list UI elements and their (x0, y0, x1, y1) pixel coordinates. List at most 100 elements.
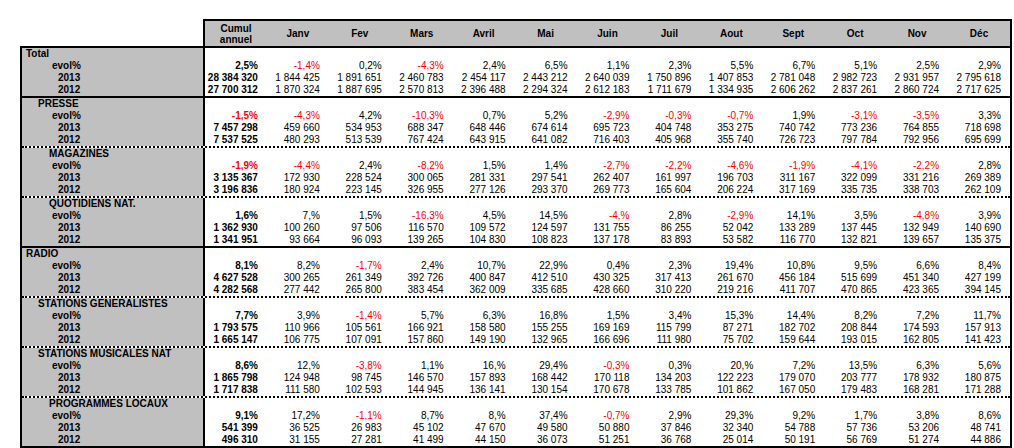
value-cell: 281 331 (453, 172, 515, 184)
value-cell: 219 216 (700, 284, 762, 296)
value-cell: 2,9% (948, 60, 1010, 72)
value-cell: 1 362 930 (205, 222, 267, 234)
value-cell: 56 769 (824, 434, 886, 446)
group-label: MAGAZINES (22, 148, 205, 160)
row-label: 2013 (22, 272, 205, 284)
value-cell: 534 953 (329, 122, 391, 134)
group-label: RADIO (22, 248, 205, 260)
value-cell: 53 582 (700, 234, 762, 246)
value-cell: 5,7% (391, 310, 453, 322)
value-cell: 8,6% (205, 360, 267, 372)
row-label: 2013 (22, 172, 205, 184)
value-cell: 695 699 (948, 134, 1010, 146)
column-header: Déc (948, 21, 1010, 46)
value-cell: 132 821 (824, 234, 886, 246)
value-cell: 32 340 (700, 422, 762, 434)
value-cell: 137 445 (824, 222, 886, 234)
value-cell: 7 457 298 (205, 122, 267, 134)
value-cell: -16,3% (391, 210, 453, 222)
value-cell: 16,8% (515, 310, 577, 322)
value-cell: 5,5% (700, 60, 762, 72)
empty-cells (205, 48, 1010, 60)
value-cell: 3,8% (886, 410, 948, 422)
value-cell: 3,5% (824, 210, 886, 222)
value-cell: 1,1% (577, 60, 639, 72)
value-cell: 134 203 (638, 372, 700, 384)
value-cell: 83 893 (638, 234, 700, 246)
year-row: 20124 282 568277 442265 800383 454362 00… (22, 284, 1010, 296)
value-cell: 3,9% (267, 310, 329, 322)
value-cell: 9,1% (205, 410, 267, 422)
value-cell: 27 281 (329, 434, 391, 446)
value-cell: 29,3% (700, 410, 762, 422)
value-cell: 179 070 (762, 372, 824, 384)
value-cell: 10,8% (762, 260, 824, 272)
value-cell: 716 403 (577, 134, 639, 146)
year-row: 201328 384 3201 844 4251 891 6512 460 78… (22, 72, 1010, 84)
value-cell: 53 206 (886, 422, 948, 434)
value-cell: 105 561 (329, 322, 391, 334)
value-cell: -4,4% (267, 160, 329, 172)
value-cell: 2 860 724 (886, 84, 948, 96)
value-cell: 428 660 (577, 284, 639, 296)
value-cell: 3,4% (638, 310, 700, 322)
value-cell: 3,3% (948, 110, 1010, 122)
value-cell: 2 454 117 (453, 72, 515, 84)
value-cell: 149 190 (453, 334, 515, 346)
value-cell: 792 956 (886, 134, 948, 146)
value-cell: 277 442 (267, 284, 329, 296)
value-cell: 1 341 951 (205, 234, 267, 246)
value-cell: 14,1% (762, 210, 824, 222)
value-cell: 228 524 (329, 172, 391, 184)
value-cell: -4,1% (824, 160, 886, 172)
value-cell: 513 539 (329, 134, 391, 146)
value-cell: 166 921 (391, 322, 453, 334)
column-header: Juil (638, 21, 700, 46)
year-row: 201227 700 3121 870 3241 887 6952 570 81… (22, 84, 1010, 96)
value-cell: 124 597 (515, 222, 577, 234)
value-cell: 131 755 (577, 222, 639, 234)
group-label: PRESSE (22, 98, 205, 110)
value-cell: 2,3% (638, 260, 700, 272)
value-cell: 353 275 (700, 122, 762, 134)
value-cell: 2 982 723 (824, 72, 886, 84)
value-cell: 3 196 836 (205, 184, 267, 196)
evol-row: evol%7,7%3,9%-1,4%5,7%6,3%16,8%1,5%3,4%1… (22, 310, 1010, 322)
value-cell: 8,2% (267, 260, 329, 272)
value-cell: 456 184 (762, 272, 824, 284)
year-row: 2013541 39936 52526 98345 10247 67049 58… (22, 422, 1010, 434)
value-cell: 1 407 853 (700, 72, 762, 84)
value-cell: 269 389 (948, 172, 1010, 184)
column-header: Mai (515, 21, 577, 46)
row-label: 2012 (22, 284, 205, 296)
value-cell: 5,6% (948, 360, 1010, 372)
value-cell: 4,5% (453, 210, 515, 222)
value-cell: 115 799 (638, 322, 700, 334)
empty-cells (205, 148, 1010, 160)
value-cell: 300 265 (267, 272, 329, 284)
value-cell: 1 865 798 (205, 372, 267, 384)
value-cell: 135 375 (948, 234, 1010, 246)
year-row: 20121 717 838111 580102 593144 945136 14… (22, 384, 1010, 396)
value-cell: 6,3% (453, 310, 515, 322)
value-cell: 2,4% (391, 260, 453, 272)
value-cell: 196 703 (700, 172, 762, 184)
value-cell: 122 223 (700, 372, 762, 384)
value-cell: 182 702 (762, 322, 824, 334)
value-cell: 2 294 324 (515, 84, 577, 96)
value-cell: 430 325 (577, 272, 639, 284)
value-cell: 1 887 695 (329, 84, 391, 96)
value-cell: 338 703 (886, 184, 948, 196)
value-cell: 165 604 (638, 184, 700, 196)
section: STATIONS MUSICALES NATevol%8,6%12,%-3,8%… (22, 346, 1010, 396)
value-cell: 96 093 (329, 234, 391, 246)
group-row: PROGRAMMES LOCAUX (22, 398, 1010, 410)
value-cell: 300 065 (391, 172, 453, 184)
value-cell: 6,3% (886, 360, 948, 372)
value-cell: -4,3% (267, 110, 329, 122)
value-cell: 326 955 (391, 184, 453, 196)
row-label: 2012 (22, 334, 205, 346)
value-cell: -3,1% (824, 110, 886, 122)
value-cell: 116 570 (391, 222, 453, 234)
year-row: 20131 362 930100 26097 506116 570109 572… (22, 222, 1010, 234)
